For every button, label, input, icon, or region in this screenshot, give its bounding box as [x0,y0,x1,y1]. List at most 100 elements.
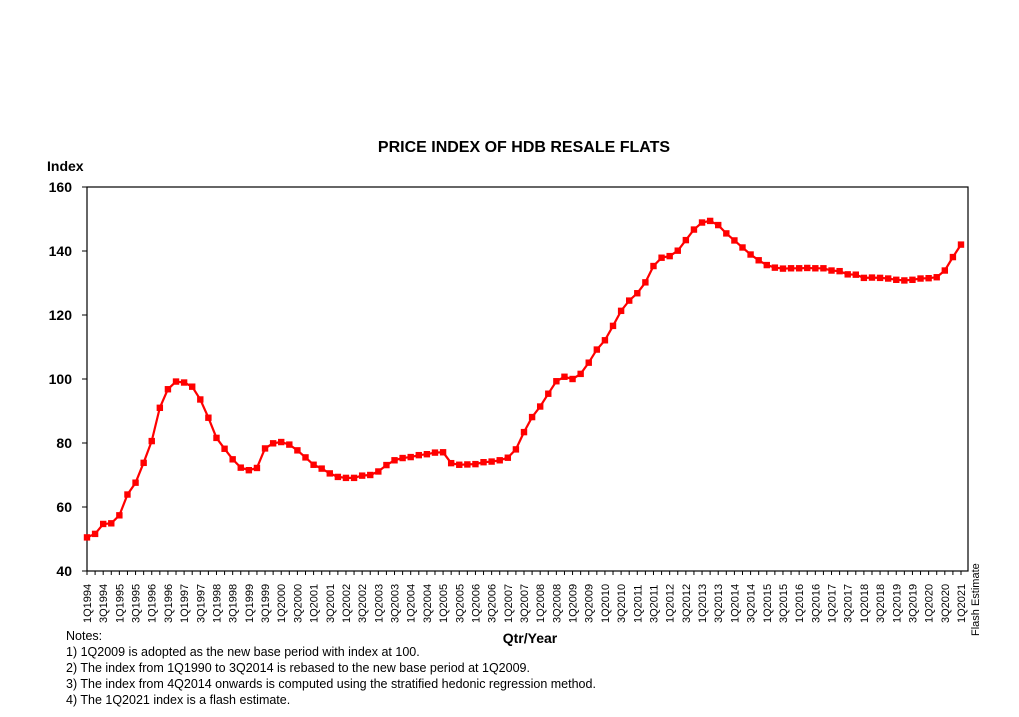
data-point [949,253,957,261]
data-point [569,375,576,383]
data-point [278,438,285,446]
data-point [221,445,228,452]
data-point [302,454,309,461]
data-point [844,271,851,278]
data-point [391,457,398,464]
x-tick-label: 3Q2008 [551,584,563,623]
data-point [828,267,835,274]
x-tick-label: 3Q2010 [616,584,628,623]
x-tick-label: 3Q2018 [875,584,887,623]
x-tick-label: 1Q1996 [147,584,159,623]
x-tick-label: 1Q2005 [438,584,450,623]
x-tick-label: 1Q2012 [665,584,677,623]
notes: Notes: 1) 1Q2009 is adopted as the new b… [66,628,596,708]
data-point [787,265,795,272]
data-point [342,474,350,482]
x-tick-label: 1Q1997 [179,584,191,623]
data-point [164,386,172,393]
note-2: 2) The index from 1Q1990 to 3Q2014 is re… [66,661,530,675]
x-tick-label: 3Q2002 [357,584,369,623]
x-tick-label: 1Q2020 [924,584,936,623]
data-point [456,461,463,468]
data-point [269,440,277,447]
note-1: 1) 1Q2009 is adopted as the new base per… [66,645,420,659]
data-point [496,457,503,464]
data-point [464,461,471,468]
data-point [488,458,495,465]
x-tick-label: 1Q2001 [309,584,321,623]
data-point [439,449,447,456]
data-point [779,265,787,272]
data-point [310,461,317,468]
data-point [213,434,220,442]
x-tick-label: 3Q1995 [131,584,143,623]
x-tick-label: 3Q2020 [940,584,952,623]
data-point [690,226,698,233]
data-point [804,264,811,272]
y-tick-label: 100 [49,371,73,387]
data-point [407,453,414,461]
x-tick-label: 1Q2021 [956,584,968,623]
x-tick-label: 1Q2006 [470,584,482,623]
series-markers [83,217,965,541]
x-tick-label: 3Q2007 [519,584,531,623]
x-tick-label: 1Q2011 [632,585,644,623]
x-tick-label: 1Q2015 [762,584,774,623]
data-point [504,454,512,461]
data-point [545,390,552,397]
x-tick-label: 1Q2008 [535,584,547,623]
data-point [180,379,188,386]
data-point [116,512,123,519]
data-point [528,413,536,421]
data-point [253,464,261,472]
data-point [132,479,139,486]
data-point [520,428,528,436]
flash-estimate-label: Flash Estimate [970,563,982,636]
x-tick-label: 1Q2002 [341,584,353,623]
x-tick-label: 3Q2012 [681,584,693,623]
data-point [577,370,584,378]
x-tick-label: 1Q2019 [891,584,903,623]
data-point [860,274,868,282]
data-point [723,230,730,237]
data-point [83,534,91,541]
x-tick-label: 1Q2004 [406,584,418,623]
data-point [383,461,390,469]
data-point [261,445,269,452]
data-point [245,467,253,474]
data-point [642,279,649,286]
data-point [876,274,884,282]
data-point [609,322,617,330]
x-tick-label: 3Q2017 [843,584,855,623]
data-point [156,404,164,411]
data-point [286,441,293,448]
x-tick-label: 3Q2011 [648,585,660,623]
data-point [836,267,843,275]
data-point [739,244,746,251]
data-point [626,297,633,304]
data-point [334,473,342,481]
x-tick-label: 3Q1997 [195,584,207,623]
note-4: 4) The 1Q2021 index is a flash estimate. [66,693,291,707]
data-point [358,472,366,479]
data-point [925,275,932,282]
x-tick-label: 3Q1998 [228,584,240,623]
data-point [326,470,333,477]
data-point [237,464,244,471]
x-axis: 1Q1994 3Q1994 1Q1995 3Q1995 1Q1996 3Q1996 1Q19… [82,571,968,623]
x-tick-label: 3Q2006 [487,584,499,623]
x-tick-label: 3Q2014 [746,584,758,623]
data-point [480,459,487,466]
data-point [674,247,681,254]
x-tick-label: 3Q2016 [810,584,822,623]
data-point [917,275,924,282]
data-point [472,460,479,468]
data-point [763,261,770,269]
data-point [755,257,762,264]
data-point [318,465,325,472]
x-tick-label: 3Q2015 [778,584,790,623]
plot-frame [86,186,969,572]
data-point [108,520,115,527]
data-point [140,459,147,467]
